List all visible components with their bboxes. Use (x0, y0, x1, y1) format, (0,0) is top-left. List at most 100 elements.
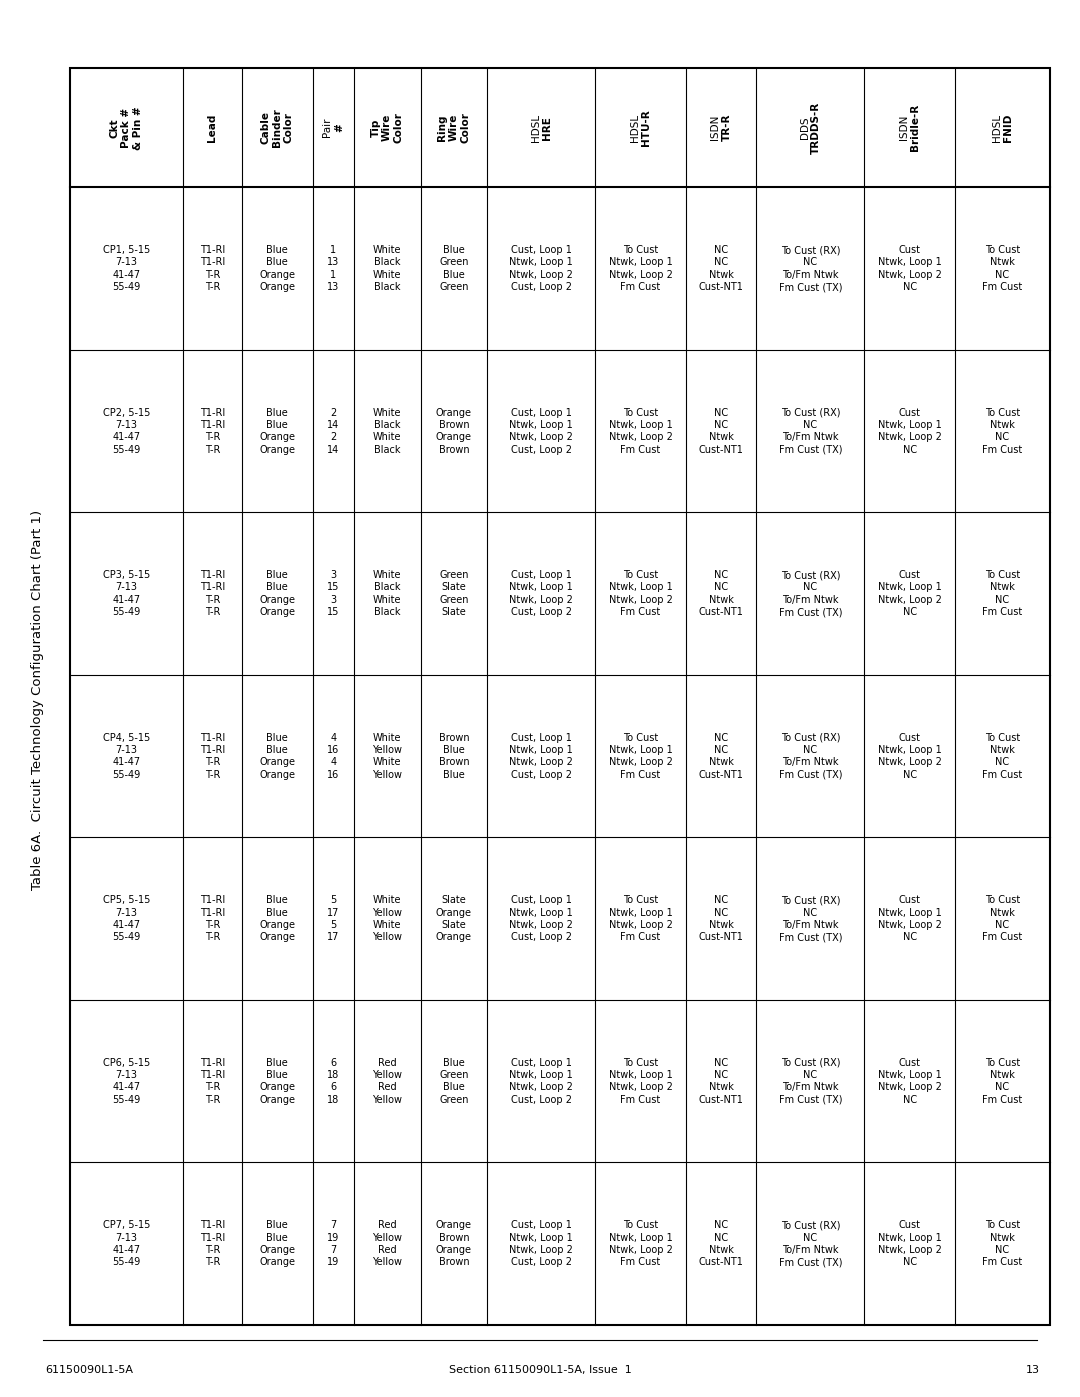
Text: To Cust
Ntwk, Loop 1
Ntwk, Loop 2
Fm Cust: To Cust Ntwk, Loop 1 Ntwk, Loop 2 Fm Cus… (609, 1058, 673, 1105)
Text: T1-RI
T1-RI
T-R
T-R: T1-RI T1-RI T-R T-R (200, 1220, 225, 1267)
Text: White
Yellow
White
Yellow: White Yellow White Yellow (373, 732, 402, 780)
Text: Blue
Blue
Orange
Orange: Blue Blue Orange Orange (259, 1220, 295, 1267)
Text: FNID: FNID (991, 113, 1013, 142)
Text: Cust
Ntwk, Loop 1
Ntwk, Loop 2
NC: Cust Ntwk, Loop 1 Ntwk, Loop 2 NC (878, 732, 942, 780)
Bar (70, 68, 1050, 1324)
Text: Cust
Ntwk, Loop 1
Ntwk, Loop 2
NC: Cust Ntwk, Loop 1 Ntwk, Loop 2 NC (878, 1058, 942, 1105)
Text: T1-RI
T1-RI
T-R
T-R: T1-RI T1-RI T-R T-R (200, 244, 225, 292)
Text: To Cust
Ntwk, Loop 1
Ntwk, Loop 2
Fm Cust: To Cust Ntwk, Loop 1 Ntwk, Loop 2 Fm Cus… (609, 1220, 673, 1267)
Text: Cust, Loop 1
Ntwk, Loop 1
Ntwk, Loop 2
Cust, Loop 2: Cust, Loop 1 Ntwk, Loop 1 Ntwk, Loop 2 C… (510, 895, 573, 943)
Text: CP6, 5-15
7-13
41-47
55-49: CP6, 5-15 7-13 41-47 55-49 (103, 1058, 150, 1105)
Text: To Cust
Ntwk
NC
Fm Cust: To Cust Ntwk NC Fm Cust (982, 570, 1023, 617)
Text: CP1, 5-15
7-13
41-47
55-49: CP1, 5-15 7-13 41-47 55-49 (103, 244, 150, 292)
Text: Cust, Loop 1
Ntwk, Loop 1
Ntwk, Loop 2
Cust, Loop 2: Cust, Loop 1 Ntwk, Loop 1 Ntwk, Loop 2 C… (510, 732, 573, 780)
Text: Red
Yellow
Red
Yellow: Red Yellow Red Yellow (373, 1058, 402, 1105)
Text: ISDN: ISDN (711, 115, 732, 140)
Text: T1-RI
T1-RI
T-R
T-R: T1-RI T1-RI T-R T-R (200, 570, 225, 617)
Text: Pair: Pair (322, 117, 343, 137)
Text: Blue
Blue
Orange
Orange: Blue Blue Orange Orange (259, 570, 295, 617)
Text: Brown
Blue
Brown
Blue: Brown Blue Brown Blue (438, 732, 470, 780)
Text: To Cust (RX)
NC
To/Fm Ntwk
Fm Cust (TX): To Cust (RX) NC To/Fm Ntwk Fm Cust (TX) (779, 1220, 842, 1267)
Text: 6
18
6
18: 6 18 6 18 (327, 1058, 339, 1105)
Text: Red
Yellow
Red
Yellow: Red Yellow Red Yellow (373, 1220, 402, 1267)
Text: To Cust
Ntwk
NC
Fm Cust: To Cust Ntwk NC Fm Cust (982, 895, 1023, 943)
Text: T1-RI
T1-RI
T-R
T-R: T1-RI T1-RI T-R T-R (200, 408, 225, 455)
Text: Orange
Brown
Orange
Brown: Orange Brown Orange Brown (436, 408, 472, 455)
Text: Green
Slate
Green
Slate: Green Slate Green Slate (440, 570, 469, 617)
Text: Cust, Loop 1
Ntwk, Loop 1
Ntwk, Loop 2
Cust, Loop 2: Cust, Loop 1 Ntwk, Loop 1 Ntwk, Loop 2 C… (510, 570, 573, 617)
Text: 5
17
5
17: 5 17 5 17 (327, 895, 339, 943)
Text: 3
15
3
15: 3 15 3 15 (327, 570, 339, 617)
Text: HDSL: HDSL (530, 113, 552, 141)
Text: #: # (322, 123, 343, 133)
Text: T1-RI
T1-RI
T-R
T-R: T1-RI T1-RI T-R T-R (200, 732, 225, 780)
Text: NC
NC
Ntwk
Cust-NT1: NC NC Ntwk Cust-NT1 (699, 408, 743, 455)
Text: CP5, 5-15
7-13
41-47
55-49: CP5, 5-15 7-13 41-47 55-49 (103, 895, 150, 943)
Text: HDSL: HDSL (630, 113, 651, 141)
Text: To Cust
Ntwk
NC
Fm Cust: To Cust Ntwk NC Fm Cust (982, 408, 1023, 455)
Text: White
Black
White
Black: White Black White Black (373, 244, 402, 292)
Text: NC
NC
Ntwk
Cust-NT1: NC NC Ntwk Cust-NT1 (699, 570, 743, 617)
Text: NC
NC
Ntwk
Cust-NT1: NC NC Ntwk Cust-NT1 (699, 1058, 743, 1105)
Text: T1-RI
T1-RI
T-R
T-R: T1-RI T1-RI T-R T-R (200, 1058, 225, 1105)
Text: HRE: HRE (530, 116, 552, 140)
Text: Cust, Loop 1
Ntwk, Loop 1
Ntwk, Loop 2
Cust, Loop 2: Cust, Loop 1 Ntwk, Loop 1 Ntwk, Loop 2 C… (510, 408, 573, 455)
Text: 13: 13 (1026, 1365, 1040, 1375)
Text: Cust
Ntwk, Loop 1
Ntwk, Loop 2
NC: Cust Ntwk, Loop 1 Ntwk, Loop 2 NC (878, 408, 942, 455)
Text: NC
NC
Ntwk
Cust-NT1: NC NC Ntwk Cust-NT1 (699, 1220, 743, 1267)
Text: ISDN: ISDN (899, 115, 920, 140)
Text: To Cust
Ntwk
NC
Fm Cust: To Cust Ntwk NC Fm Cust (982, 1220, 1023, 1267)
Text: To Cust (RX)
NC
To/Fm Ntwk
Fm Cust (TX): To Cust (RX) NC To/Fm Ntwk Fm Cust (TX) (779, 732, 842, 780)
Text: Cust
Ntwk, Loop 1
Ntwk, Loop 2
NC: Cust Ntwk, Loop 1 Ntwk, Loop 2 NC (878, 570, 942, 617)
Text: Blue
Green
Blue
Green: Blue Green Blue Green (440, 244, 469, 292)
Text: CP7, 5-15
7-13
41-47
55-49: CP7, 5-15 7-13 41-47 55-49 (103, 1220, 150, 1267)
Text: TR-R: TR-R (711, 115, 732, 141)
Text: To Cust
Ntwk
NC
Fm Cust: To Cust Ntwk NC Fm Cust (982, 244, 1023, 292)
Text: NC
NC
Ntwk
Cust-NT1: NC NC Ntwk Cust-NT1 (699, 244, 743, 292)
Text: To Cust
Ntwk, Loop 1
Ntwk, Loop 2
Fm Cust: To Cust Ntwk, Loop 1 Ntwk, Loop 2 Fm Cus… (609, 732, 673, 780)
Text: White
Black
White
Black: White Black White Black (373, 570, 402, 617)
Text: Section 61150090L1-5A, Issue  1: Section 61150090L1-5A, Issue 1 (448, 1365, 632, 1375)
Text: Blue
Blue
Orange
Orange: Blue Blue Orange Orange (259, 1058, 295, 1105)
Text: To Cust
Ntwk
NC
Fm Cust: To Cust Ntwk NC Fm Cust (982, 732, 1023, 780)
Text: Blue
Blue
Orange
Orange: Blue Blue Orange Orange (259, 408, 295, 455)
Text: Cust, Loop 1
Ntwk, Loop 1
Ntwk, Loop 2
Cust, Loop 2: Cust, Loop 1 Ntwk, Loop 1 Ntwk, Loop 2 C… (510, 1220, 573, 1267)
Text: Blue
Green
Blue
Green: Blue Green Blue Green (440, 1058, 469, 1105)
Text: Bridle-R: Bridle-R (899, 105, 920, 151)
Text: CP3, 5-15
7-13
41-47
55-49: CP3, 5-15 7-13 41-47 55-49 (103, 570, 150, 617)
Text: TRDDS-R: TRDDS-R (799, 102, 821, 154)
Text: To Cust (RX)
NC
To/Fm Ntwk
Fm Cust (TX): To Cust (RX) NC To/Fm Ntwk Fm Cust (TX) (779, 570, 842, 617)
Text: Slate
Orange
Slate
Orange: Slate Orange Slate Orange (436, 895, 472, 943)
Text: To Cust (RX)
NC
To/Fm Ntwk
Fm Cust (TX): To Cust (RX) NC To/Fm Ntwk Fm Cust (TX) (779, 1058, 842, 1105)
Text: To Cust
Ntwk, Loop 1
Ntwk, Loop 2
Fm Cust: To Cust Ntwk, Loop 1 Ntwk, Loop 2 Fm Cus… (609, 408, 673, 455)
Text: 61150090L1-5A: 61150090L1-5A (45, 1365, 133, 1375)
Text: To Cust (RX)
NC
To/Fm Ntwk
Fm Cust (TX): To Cust (RX) NC To/Fm Ntwk Fm Cust (TX) (779, 895, 842, 943)
Text: Cust, Loop 1
Ntwk, Loop 1
Ntwk, Loop 2
Cust, Loop 2: Cust, Loop 1 Ntwk, Loop 1 Ntwk, Loop 2 C… (510, 1058, 573, 1105)
Text: To Cust
Ntwk, Loop 1
Ntwk, Loop 2
Fm Cust: To Cust Ntwk, Loop 1 Ntwk, Loop 2 Fm Cus… (609, 244, 673, 292)
Text: Blue
Blue
Orange
Orange: Blue Blue Orange Orange (259, 244, 295, 292)
Text: To Cust
Ntwk, Loop 1
Ntwk, Loop 2
Fm Cust: To Cust Ntwk, Loop 1 Ntwk, Loop 2 Fm Cus… (609, 895, 673, 943)
Text: To Cust
Ntwk, Loop 1
Ntwk, Loop 2
Fm Cust: To Cust Ntwk, Loop 1 Ntwk, Loop 2 Fm Cus… (609, 570, 673, 617)
Text: Cable
Binder
Color: Cable Binder Color (260, 109, 294, 147)
Text: Ckt
Pack #
& Pin #: Ckt Pack # & Pin # (110, 106, 143, 149)
Text: Cust, Loop 1
Ntwk, Loop 1
Ntwk, Loop 2
Cust, Loop 2: Cust, Loop 1 Ntwk, Loop 1 Ntwk, Loop 2 C… (510, 244, 573, 292)
Text: 1
13
1
13: 1 13 1 13 (327, 244, 339, 292)
Text: 4
16
4
16: 4 16 4 16 (327, 732, 339, 780)
Text: Cust
Ntwk, Loop 1
Ntwk, Loop 2
NC: Cust Ntwk, Loop 1 Ntwk, Loop 2 NC (878, 244, 942, 292)
Text: Table 6A.  Circuit Technology Configuration Chart (Part 1): Table 6A. Circuit Technology Configurati… (31, 510, 44, 890)
Text: Ring
Wire
Color: Ring Wire Color (437, 112, 471, 142)
Text: T1-RI
T1-RI
T-R
T-R: T1-RI T1-RI T-R T-R (200, 895, 225, 943)
Text: 7
19
7
19: 7 19 7 19 (327, 1220, 339, 1267)
Text: Tip
Wire
Color: Tip Wire Color (370, 112, 404, 142)
Text: White
Yellow
White
Yellow: White Yellow White Yellow (373, 895, 402, 943)
Text: Cust
Ntwk, Loop 1
Ntwk, Loop 2
NC: Cust Ntwk, Loop 1 Ntwk, Loop 2 NC (878, 895, 942, 943)
Text: To Cust (RX)
NC
To/Fm Ntwk
Fm Cust (TX): To Cust (RX) NC To/Fm Ntwk Fm Cust (TX) (779, 244, 842, 292)
Text: Lead: Lead (207, 113, 217, 142)
Text: DDS: DDS (799, 116, 821, 140)
Text: White
Black
White
Black: White Black White Black (373, 408, 402, 455)
Text: HDSL: HDSL (991, 113, 1013, 141)
Text: Blue
Blue
Orange
Orange: Blue Blue Orange Orange (259, 895, 295, 943)
Text: CP4, 5-15
7-13
41-47
55-49: CP4, 5-15 7-13 41-47 55-49 (103, 732, 150, 780)
Text: To Cust
Ntwk
NC
Fm Cust: To Cust Ntwk NC Fm Cust (982, 1058, 1023, 1105)
Text: Blue
Blue
Orange
Orange: Blue Blue Orange Orange (259, 732, 295, 780)
